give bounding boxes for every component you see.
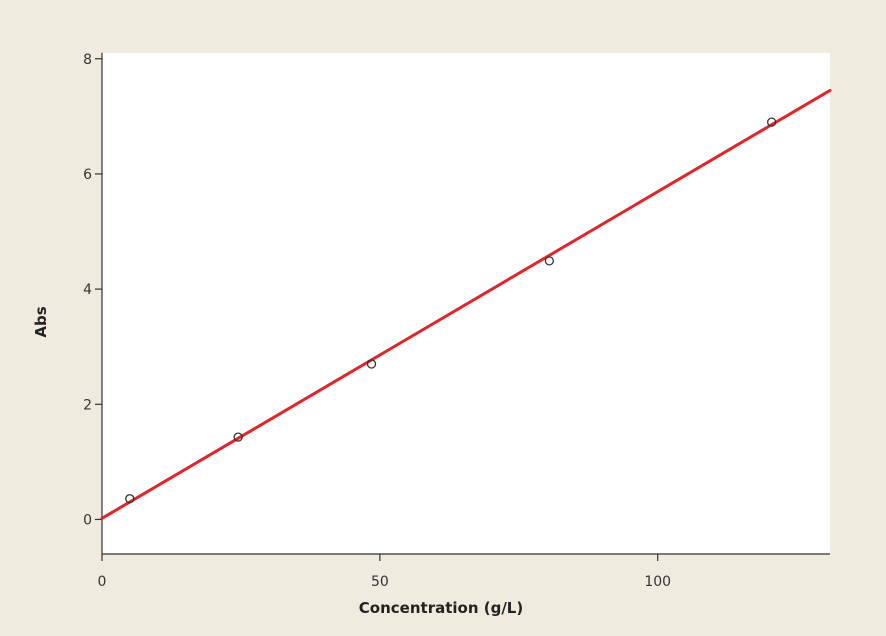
data-point [544,256,555,266]
data-point [125,494,135,504]
x-tick-label: 100 [644,574,671,590]
y-tick-label: 8 [83,52,92,68]
x-axis-label: Concentration (g/L) [359,599,523,617]
x-tick-label: 50 [371,574,389,590]
points-layer [125,117,777,504]
y-axis-label: Abs [32,306,50,337]
fit-line-layer [100,88,832,520]
y-tick-label: 4 [83,282,92,298]
axes: 0 2 4 6 8 0 50 100 [83,52,830,590]
y-tick-label: 2 [83,397,92,413]
data-point [766,117,777,127]
data-point [366,359,377,369]
y-tick-label: 6 [83,167,92,183]
y-tick-label: 0 [83,512,92,528]
x-tick-label: 0 [98,574,107,590]
fit-line [100,88,832,520]
data-point [233,432,243,442]
